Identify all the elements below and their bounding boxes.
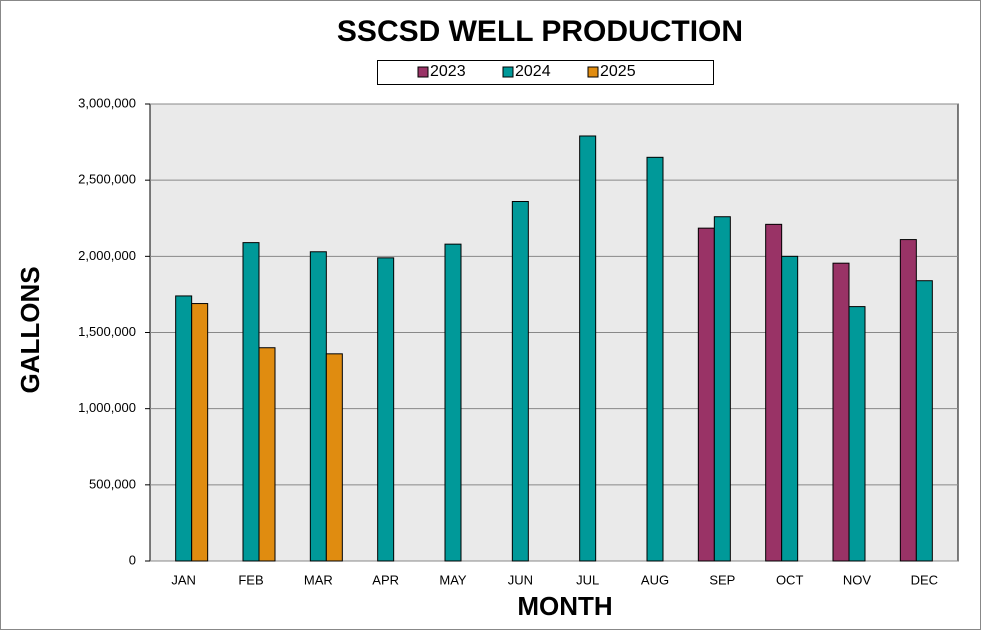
y-tick-label: 2,500,000 <box>78 172 136 187</box>
legend-label: 2025 <box>600 63 636 80</box>
legend-label: 2023 <box>430 63 466 80</box>
bar <box>646 156 664 562</box>
x-tick-label: FEB <box>238 572 263 587</box>
bar <box>848 306 866 562</box>
bar <box>377 257 395 562</box>
legend-swatch <box>587 66 599 78</box>
y-tick-label: 0 <box>129 552 136 567</box>
x-tick-label: NOV <box>843 572 872 587</box>
bar <box>309 251 327 562</box>
legend-label: 2024 <box>515 63 551 80</box>
x-tick-label: AUG <box>641 572 669 587</box>
bar <box>175 295 193 562</box>
bar <box>697 227 715 562</box>
y-tick-label: 2,000,000 <box>78 248 136 263</box>
x-tick-label: DEC <box>911 572 938 587</box>
x-tick-label: MAR <box>304 572 333 587</box>
bar <box>242 242 260 562</box>
y-axis-title: GALLONS <box>15 266 45 393</box>
x-tick-label: JUL <box>576 572 599 587</box>
legend-swatch <box>417 66 429 78</box>
bar <box>444 243 462 562</box>
x-tick-label: JAN <box>171 572 196 587</box>
legend-swatch <box>502 66 514 78</box>
bar <box>832 262 850 562</box>
bar <box>713 216 731 562</box>
bar <box>915 280 933 562</box>
bar <box>325 353 343 562</box>
bar <box>258 347 276 562</box>
bar <box>765 223 783 562</box>
x-tick-label: JUN <box>508 572 533 587</box>
bar <box>579 135 597 562</box>
legend-box <box>377 60 714 85</box>
x-axis-title: MONTH <box>517 591 612 621</box>
chart-title: SSCSD WELL PRODUCTION <box>337 15 743 48</box>
bar <box>899 239 917 562</box>
x-tick-label: APR <box>372 572 399 587</box>
x-tick-label: OCT <box>776 572 804 587</box>
bar <box>191 303 209 562</box>
y-tick-label: 500,000 <box>89 476 136 491</box>
x-tick-label: MAY <box>439 572 467 587</box>
y-tick-label: 1,000,000 <box>78 400 136 415</box>
y-tick-label: 1,500,000 <box>78 324 136 339</box>
x-tick-label: SEP <box>709 572 735 587</box>
bar <box>781 255 799 562</box>
bar <box>511 200 529 562</box>
y-tick-label: 3,000,000 <box>78 95 136 110</box>
